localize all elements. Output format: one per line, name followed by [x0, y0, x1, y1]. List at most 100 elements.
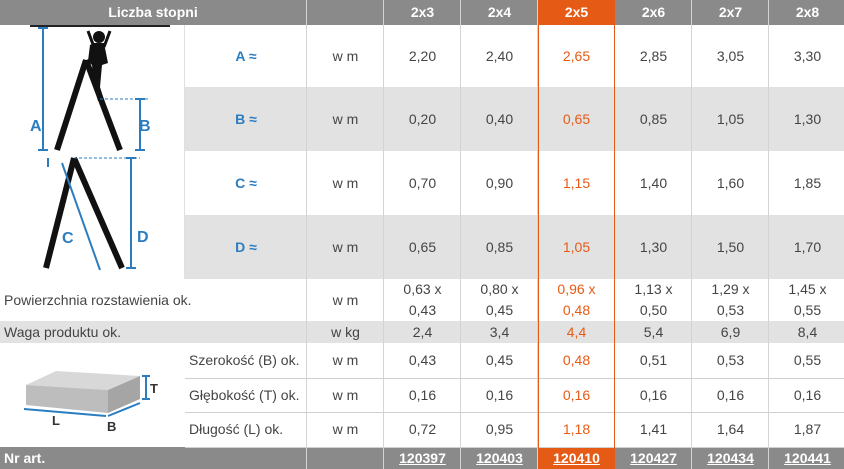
row-unit-width: w m [332, 352, 359, 368]
row-unit-length: w m [332, 421, 359, 437]
article-link[interactable]: 120427 [615, 447, 692, 469]
column-divider [537, 0, 538, 469]
area-value-line: 0,48 [562, 302, 591, 318]
row-weight-value: 8,4 [769, 321, 844, 343]
row-area-value: 0,80 x 0,45 [461, 279, 538, 321]
header-size-2x7: 2x7 [692, 0, 769, 25]
area-value-line: 0,80 x [480, 281, 519, 297]
row-B-value: 1,05 [692, 87, 769, 151]
row-unit-area: w m [332, 291, 359, 308]
row-C-value: 0,90 [485, 174, 514, 191]
row-label-depth: Głębokość (T) ok. [189, 386, 300, 403]
row-depth-value: 0,16 [408, 386, 437, 403]
row-weight-value: 6,9 [692, 321, 769, 343]
row-depth-value: 0,16 [793, 386, 822, 403]
row-width-value: 0,48 [562, 352, 591, 368]
area-value-line: 0,55 [793, 302, 822, 318]
row-length-value: 1,87 [793, 421, 822, 437]
row-divider [185, 378, 844, 379]
area-value-line: 1,45 x [788, 281, 827, 297]
row-depth-value: 0,16 [562, 386, 591, 403]
row-label-A: A ≈ [235, 47, 257, 64]
diagram-letter-a: A [30, 118, 42, 135]
row-B-value: 0,40 [461, 87, 538, 151]
row-width-value: 0,45 [485, 352, 514, 368]
row-length-value: 0,95 [485, 421, 514, 437]
row-A-value: 2,20 [408, 47, 437, 64]
row-length-value: 0,72 [408, 421, 437, 437]
row-unit-weight: w kg [307, 321, 384, 343]
row-weight-value: 2,4 [384, 321, 461, 343]
row-weight-value: 5,4 [615, 321, 692, 343]
row-A-value: 2,85 [639, 47, 668, 64]
row-label-B: B ≈ [185, 87, 307, 151]
row-D-value: 1,05 [538, 215, 615, 279]
article-link[interactable]: 120397 [384, 447, 461, 469]
row-C-value: 1,85 [793, 174, 822, 191]
row-width-value: 0,55 [793, 352, 822, 368]
row-A-value: 3,30 [793, 47, 822, 64]
column-divider [184, 25, 185, 279]
area-value-line: 0,43 [408, 302, 437, 318]
article-link[interactable]: 120403 [461, 447, 538, 469]
row-label-weight: Waga produktu ok. [0, 321, 307, 343]
row-weight-value: 3,4 [461, 321, 538, 343]
column-divider [691, 0, 692, 469]
row-length-value: 1,18 [562, 421, 591, 437]
row-D-value: 0,85 [461, 215, 538, 279]
header-title: Liczba stopni [0, 0, 306, 25]
article-link[interactable]: 120434 [692, 447, 769, 469]
row-D-value: 1,30 [615, 215, 692, 279]
footer-label: Nr art. [0, 447, 307, 469]
row-label-C: C ≈ [235, 174, 257, 191]
header-unit-blank [307, 0, 384, 25]
area-value-line: 0,53 [716, 302, 745, 318]
row-D-value: 1,50 [692, 215, 769, 279]
area-value-line: 0,63 x [403, 281, 442, 297]
row-B-value: 1,30 [769, 87, 844, 151]
area-value-line: 0,96 x [557, 281, 596, 297]
row-area-value: 1,13 x 0,50 [615, 279, 692, 321]
row-weight-value: 4,4 [538, 321, 615, 343]
area-value-line: 0,50 [639, 302, 668, 318]
header-size-2x6: 2x6 [615, 0, 692, 25]
area-value-line: 1,13 x [634, 281, 673, 297]
row-label-D: D ≈ [185, 215, 307, 279]
column-divider [460, 0, 461, 469]
row-A-value: 3,05 [716, 47, 745, 64]
column-divider [768, 0, 769, 469]
row-label-length: Długość (L) ok. [189, 421, 284, 437]
area-value-line: 0,45 [485, 302, 514, 318]
box-letter-b: B [107, 419, 116, 434]
header-size-2x5: 2x5 [538, 0, 615, 25]
row-length-value: 1,41 [639, 421, 668, 437]
row-C-value: 1,40 [639, 174, 668, 191]
article-link[interactable]: 120441 [769, 447, 844, 469]
row-area-value: 0,96 x 0,48 [538, 279, 615, 321]
header-size-2x3: 2x3 [384, 0, 461, 25]
row-area-value: 0,63 x 0,43 [384, 279, 461, 321]
row-width-value: 0,53 [716, 352, 745, 368]
row-unit-D: w m [307, 215, 384, 279]
article-link[interactable]: 120410 [538, 447, 615, 469]
row-unit-depth: w m [332, 386, 359, 403]
row-A-value: 2,65 [562, 47, 591, 64]
header-size-2x8: 2x8 [769, 0, 844, 25]
row-depth-value: 0,16 [639, 386, 668, 403]
ladder-diagram: A B C D [30, 25, 170, 271]
column-divider [306, 0, 307, 469]
row-area-value: 1,45 x 0,55 [769, 279, 844, 321]
column-divider [383, 0, 384, 469]
diagram-letter-b: B [139, 118, 151, 135]
row-unit-B: w m [307, 87, 384, 151]
row-C-value: 1,60 [716, 174, 745, 191]
row-area-value: 1,29 x 0,53 [692, 279, 769, 321]
area-value-line: 1,29 x [711, 281, 750, 297]
diagram-letter-c: C [62, 230, 74, 247]
row-D-value: 0,65 [384, 215, 461, 279]
diagram-letter-d: D [137, 229, 149, 246]
row-C-value: 0,70 [408, 174, 437, 191]
row-divider [185, 447, 844, 448]
row-label-width: Szerokość (B) ok. [189, 352, 300, 368]
